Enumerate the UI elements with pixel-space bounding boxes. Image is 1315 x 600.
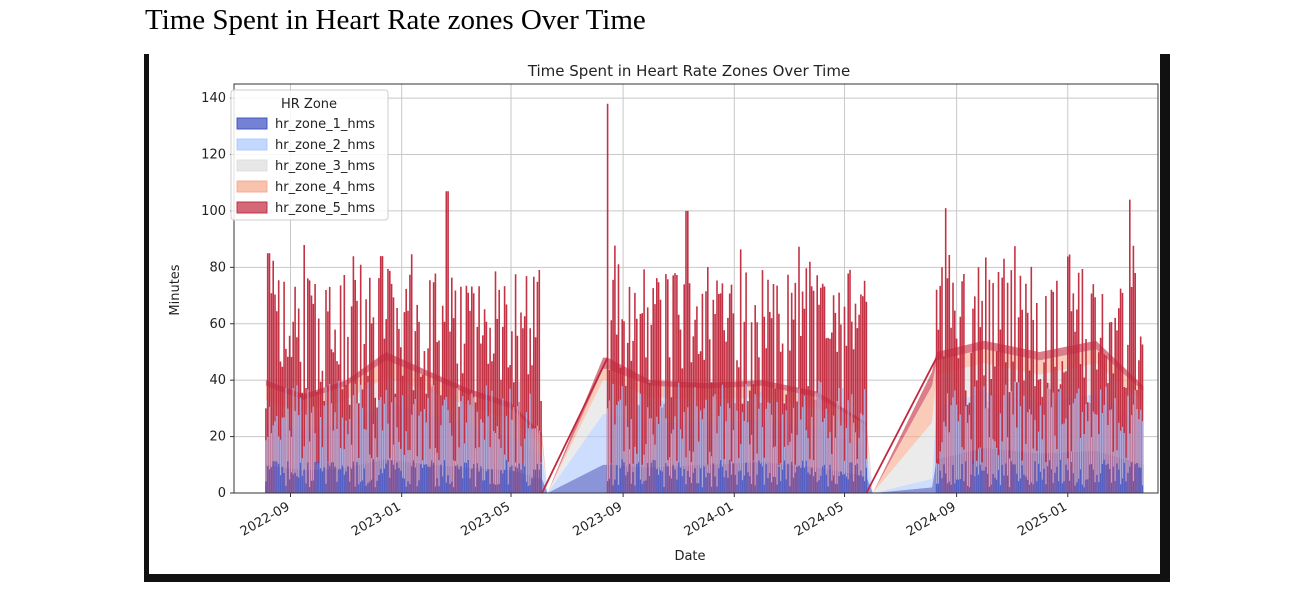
legend-box <box>230 89 389 221</box>
legend: HR Zone hr_zone_1_hms hr_zone_2_hms hr_zon… <box>230 89 389 221</box>
y-tick-label: 40 <box>209 373 226 388</box>
y-tick-label: 20 <box>209 430 226 445</box>
y-tick-label: 60 <box>209 317 226 332</box>
legend-label-hr_zone_2_hms: hr_zone_2_hms <box>275 138 375 153</box>
legend-label-hr_zone_3_hms: hr_zone_3_hms <box>275 159 375 174</box>
x-tick-label: 2023-09 <box>571 499 626 539</box>
x-tick-label: 2024-01 <box>682 499 737 539</box>
daily-spikes-group <box>265 103 1144 494</box>
legend-swatch-hr_zone_3_hms <box>236 159 268 172</box>
x-axis-label: Date <box>674 549 705 564</box>
x-tick-label: 2024-05 <box>792 499 847 539</box>
x-tick-label: 2023-05 <box>458 499 513 539</box>
x-tick-label: 2025-01 <box>1015 499 1070 539</box>
area-hr_zone_4_hms <box>265 349 1144 493</box>
figure-frame: Time Spent in Heart Rate Zones Over Time… <box>144 54 1170 582</box>
legend-swatch-hr_zone_5_hms <box>236 201 268 214</box>
legend-swatch-hr_zone_1_hms <box>236 117 268 130</box>
stacked-area-chart: Time Spent in Heart Rate Zones Over Time… <box>168 62 1159 564</box>
plot-border <box>233 83 1159 494</box>
legend-swatch-hr_zone_4_hms <box>236 180 268 193</box>
x-axis: 2022-09 2023-01 2023-05 2023-09 2024-01 2024-… <box>238 493 1070 540</box>
y-tick-label: 0 <box>218 486 226 501</box>
gap-connector-line <box>541 357 609 494</box>
y-tick-label: 100 <box>201 204 226 219</box>
page-heading: Time Spent in Heart Rate zones Over Time <box>145 4 646 36</box>
legend-label-hr_zone_4_hms: hr_zone_4_hms <box>275 180 375 195</box>
figure-canvas: Time Spent in Heart Rate Zones Over Time… <box>149 54 1160 574</box>
y-tick-label: 80 <box>209 260 226 275</box>
spikes-hr_zone_1_hms <box>265 459 1144 493</box>
y-axis-label: Minutes <box>168 264 183 315</box>
gap-connector-line <box>865 357 938 494</box>
x-tick-label: 2022-09 <box>238 499 293 539</box>
legend-label-hr_zone_1_hms: hr_zone_1_hms <box>275 117 375 132</box>
y-axis: 0 20 40 60 80 100 120 140 <box>201 91 234 501</box>
legend-title: HR Zone <box>281 97 337 112</box>
area-hr_zone_5_hms <box>265 340 1144 493</box>
x-tick-label: 2024-09 <box>904 499 959 539</box>
area-hr_zone_3_hms <box>265 363 1144 493</box>
legend-swatch-hr_zone_2_hms <box>236 138 268 151</box>
x-tick-label: 2023-01 <box>349 499 404 539</box>
y-tick-label: 140 <box>201 91 226 106</box>
y-tick-label: 120 <box>201 148 226 163</box>
chart-title: Time Spent in Heart Rate Zones Over Time <box>527 62 850 80</box>
legend-label-hr_zone_5_hms: hr_zone_5_hms <box>275 201 375 216</box>
